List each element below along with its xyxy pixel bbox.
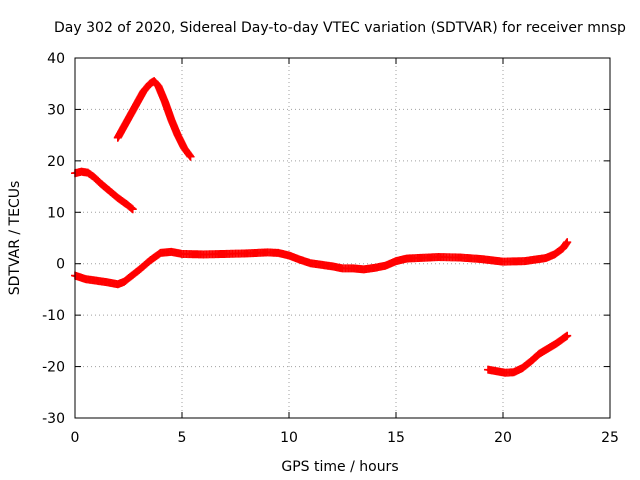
x-tick-label: 0: [71, 430, 80, 446]
data-point: [563, 331, 572, 340]
y-tick-label: -10: [42, 308, 65, 324]
data-point: [128, 205, 137, 214]
y-tick-label: -20: [42, 360, 65, 376]
y-tick-label: 40: [47, 51, 65, 67]
y-axis-label: SDTVAR / TECUs: [7, 181, 23, 296]
series-arc-2: [113, 77, 195, 161]
y-tick-label: -30: [42, 411, 65, 427]
data-point: [563, 238, 572, 247]
series-arc-1: [71, 167, 137, 214]
series-arc-4: [484, 331, 572, 377]
y-tick-label: 30: [47, 102, 65, 118]
x-tick-labels: 0 5 10 15 20 25: [71, 430, 619, 446]
x-tick-label: 10: [280, 430, 298, 446]
x-tick-label: 15: [387, 430, 405, 446]
series-arc-3: [71, 238, 572, 289]
y-tick-label: 20: [47, 154, 65, 170]
data-point: [186, 152, 195, 161]
grid-lines: [75, 58, 610, 418]
chart-title: Day 302 of 2020, Sidereal Day-to-day VTE…: [54, 20, 626, 36]
x-tick-label: 5: [178, 430, 187, 446]
x-tick-label: 20: [494, 430, 512, 446]
y-tick-label: 10: [47, 205, 65, 221]
tick-marks: [74, 57, 611, 419]
data-points: [71, 77, 572, 377]
y-tick-labels: 40 30 20 10 0 -10 -20 -30: [42, 51, 65, 427]
y-tick-label: 0: [56, 257, 65, 273]
plot-frame: [74, 57, 611, 419]
x-axis-label: GPS time / hours: [281, 459, 398, 475]
x-tick-label: 25: [601, 430, 619, 446]
